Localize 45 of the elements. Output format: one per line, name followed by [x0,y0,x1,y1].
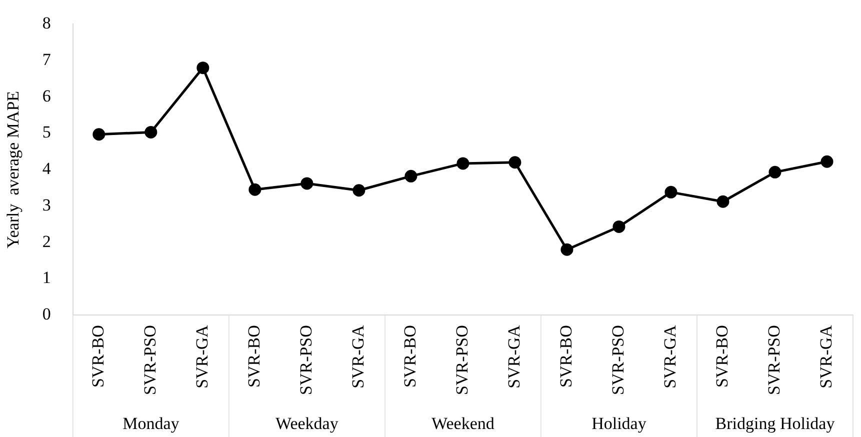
y-tick-label: 4 [42,159,52,178]
y-axis-title: Yearly average MAPE [4,90,23,248]
y-tick-label: 6 [42,86,51,106]
x-tick-label: SVR-BO [88,325,108,388]
x-tick-label: SVR-BO [712,325,732,388]
point [404,170,418,182]
x-tick-label: SVR-GA [816,324,836,388]
y-tick-label: 5 [42,122,51,142]
x-tick-label: SVR-PSO [452,325,472,396]
point [716,195,730,208]
x-tick-label: SVR-PSO [140,325,160,396]
y-tick-label: 3 [42,195,51,214]
point [456,157,470,170]
point [508,156,522,169]
x-tick-label: SVR-BO [244,325,264,388]
point [92,128,106,141]
text: Holiday [592,414,647,433]
x-tick-label: SVR-GA [192,324,212,388]
point [560,243,574,256]
point [612,220,626,233]
y-tick-label: 0 [42,304,51,324]
y-tick-label: 8 [42,14,51,33]
x-tick-label: SVR-PSO [296,325,316,396]
point [352,184,366,197]
point [144,126,158,138]
point [196,62,210,74]
y-tick-label: 7 [42,50,52,70]
point [664,186,678,198]
point [300,177,314,190]
point [820,155,834,168]
x-tick-label: SVR-GA [504,324,524,388]
x-tick-label: SVR-PSO [608,325,628,396]
text: Weekend [432,414,495,433]
text: Monday [122,414,180,433]
y-tick-label: 2 [42,232,51,251]
x-tick-label: SVR-GA [348,324,368,388]
x-tick-label: SVR-BO [400,325,420,388]
x-tick-label: SVR-PSO [764,325,784,396]
text: Weekday [276,414,339,433]
x-tick-label: SVR-GA [660,324,680,388]
y-tick-label: 1 [42,268,51,288]
point [248,183,262,196]
x-tick-label: SVR-BO [556,325,576,388]
text: Bridging Holiday [715,414,836,433]
point [768,166,782,178]
